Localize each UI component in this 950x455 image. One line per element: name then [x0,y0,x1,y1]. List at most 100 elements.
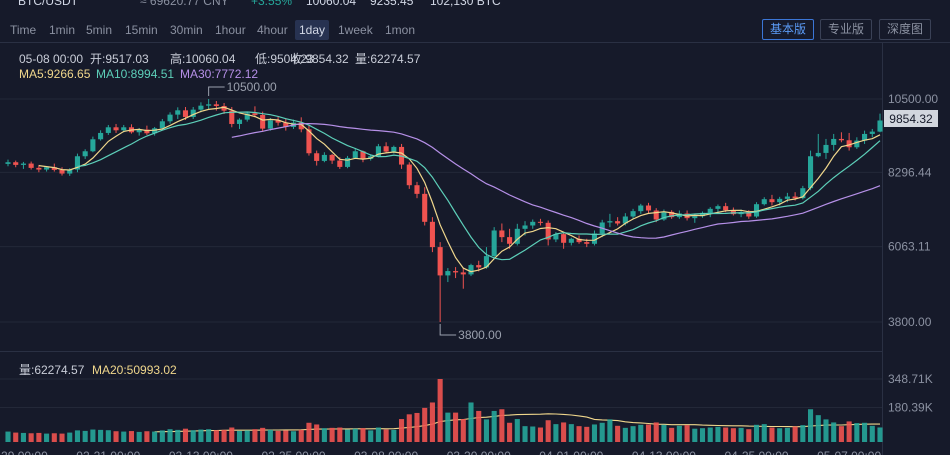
volume-bar [460,419,466,442]
candle-body [82,151,88,157]
change-percent: +3.55% [251,0,293,8]
candle-body [90,139,96,152]
candle-body [854,140,860,148]
volume-bar [692,428,698,442]
volume-bar [584,426,590,442]
volume-bar [329,427,335,442]
candle-body [645,205,652,211]
volume-bar [553,424,559,442]
tab-4hour[interactable]: 4hour [257,23,288,37]
volume-bar [777,428,783,442]
volume-bar [476,410,482,442]
price-axis: 10500.00 8296.44 6063.11 3800.00 348.71K 180.… [888,92,938,414]
time-tick-label: 04-01 00:00 [539,449,603,455]
candle-body [661,211,667,220]
candle-body [553,234,559,240]
volume-bar [815,415,821,442]
kline-chart[interactable]: 10500.00 8296.44 6063.11 3800.00 348.71K 180.… [0,42,950,455]
volume-value: 量:62274.57 [19,363,85,377]
volume-bar [591,424,598,442]
candle-body [352,151,358,158]
volume-bar [561,422,567,442]
candle-body [460,272,466,275]
price-tick-label: 6063.11 [888,240,931,254]
volume-bar [429,402,435,442]
tab-15min[interactable]: 15min [125,23,158,37]
tab-time[interactable]: Time [10,23,37,37]
ohlc-high: 高:10060.04 [170,51,236,66]
time-tick-label: 05-07 00:00 [817,449,881,455]
volume-bar [761,424,767,442]
depth-chart-button[interactable]: 深度图 [879,19,932,40]
tab-1day[interactable]: 1day [295,20,330,40]
volume-bar [44,433,50,442]
candle-body [406,164,412,186]
volume-bar [113,431,119,442]
volume-bar [105,430,111,442]
price-grid [0,98,882,323]
candle-body [190,109,196,117]
candle-body [329,154,335,161]
tab-1mon[interactable]: 1mon [385,23,416,37]
tab-1min[interactable]: 1min [49,23,76,37]
volume-bar [229,427,235,442]
volume-bar [437,379,443,442]
volume-bar [182,428,189,442]
volume-bar [144,431,150,442]
ohlc-low: 低:9504.23 [255,52,314,66]
candle-body [753,204,760,217]
time-tick-label: 04-25 00:00 [724,449,788,455]
volume-bar [260,427,266,442]
candle-body [591,233,598,244]
pro-view-button[interactable]: 专业版 [820,19,873,40]
candle-body [360,151,366,159]
candle-body [499,230,505,238]
tab-1hour[interactable]: 1hour [215,23,246,37]
volume-bar [753,424,760,442]
time-tick-label: 02-25 00:00 [261,449,325,455]
candle-body [213,104,219,106]
candle-body [545,222,551,240]
ohlc-date: 05-08 00:00 [19,52,83,66]
candle-body [74,156,80,170]
candle-body [777,198,783,203]
candle-body [44,167,50,170]
volume-series [5,379,883,442]
volume-bar [236,430,243,442]
volume-bar [198,429,204,442]
candle-body [344,157,351,167]
candle-body [244,113,250,120]
candle-body [730,210,736,215]
last-price-badge: 9854.32 [884,110,938,127]
volume-bar [730,428,736,442]
candle-body [530,221,536,226]
tab-30min[interactable]: 30min [170,23,203,37]
candle-body [476,265,482,268]
volume-bar [576,426,582,442]
candle-body [13,162,19,165]
volume-bar [283,430,289,442]
candle-body [784,196,790,199]
min-annotation-label: 3800.00 [458,328,502,342]
candle-body [337,160,343,167]
tab-1week[interactable]: 1week [338,23,373,37]
volume-bar [568,424,574,442]
volume-bar [877,427,883,442]
candle-body [105,127,111,133]
volume-bar [468,402,474,442]
vol-ma20-legend: MA20:50993.02 [92,363,177,377]
basic-view-button[interactable]: 基本版 [762,19,815,40]
candle-body [252,113,258,115]
ohlc-volume: 量:62274.57 [355,52,421,66]
tab-5min[interactable]: 5min [86,23,113,37]
candle-body [283,122,289,127]
volume-bar [499,409,505,442]
volume-bar [823,419,829,442]
ma30-line [231,122,881,239]
volume-bar [846,421,852,442]
time-axis: 01-29 00:00 02-21 00:00 02-13 00:00 02-25 0… [0,449,881,455]
candle-body [723,206,729,211]
candle-body [576,238,582,243]
candle-body [306,129,312,154]
candle-body [453,271,459,273]
